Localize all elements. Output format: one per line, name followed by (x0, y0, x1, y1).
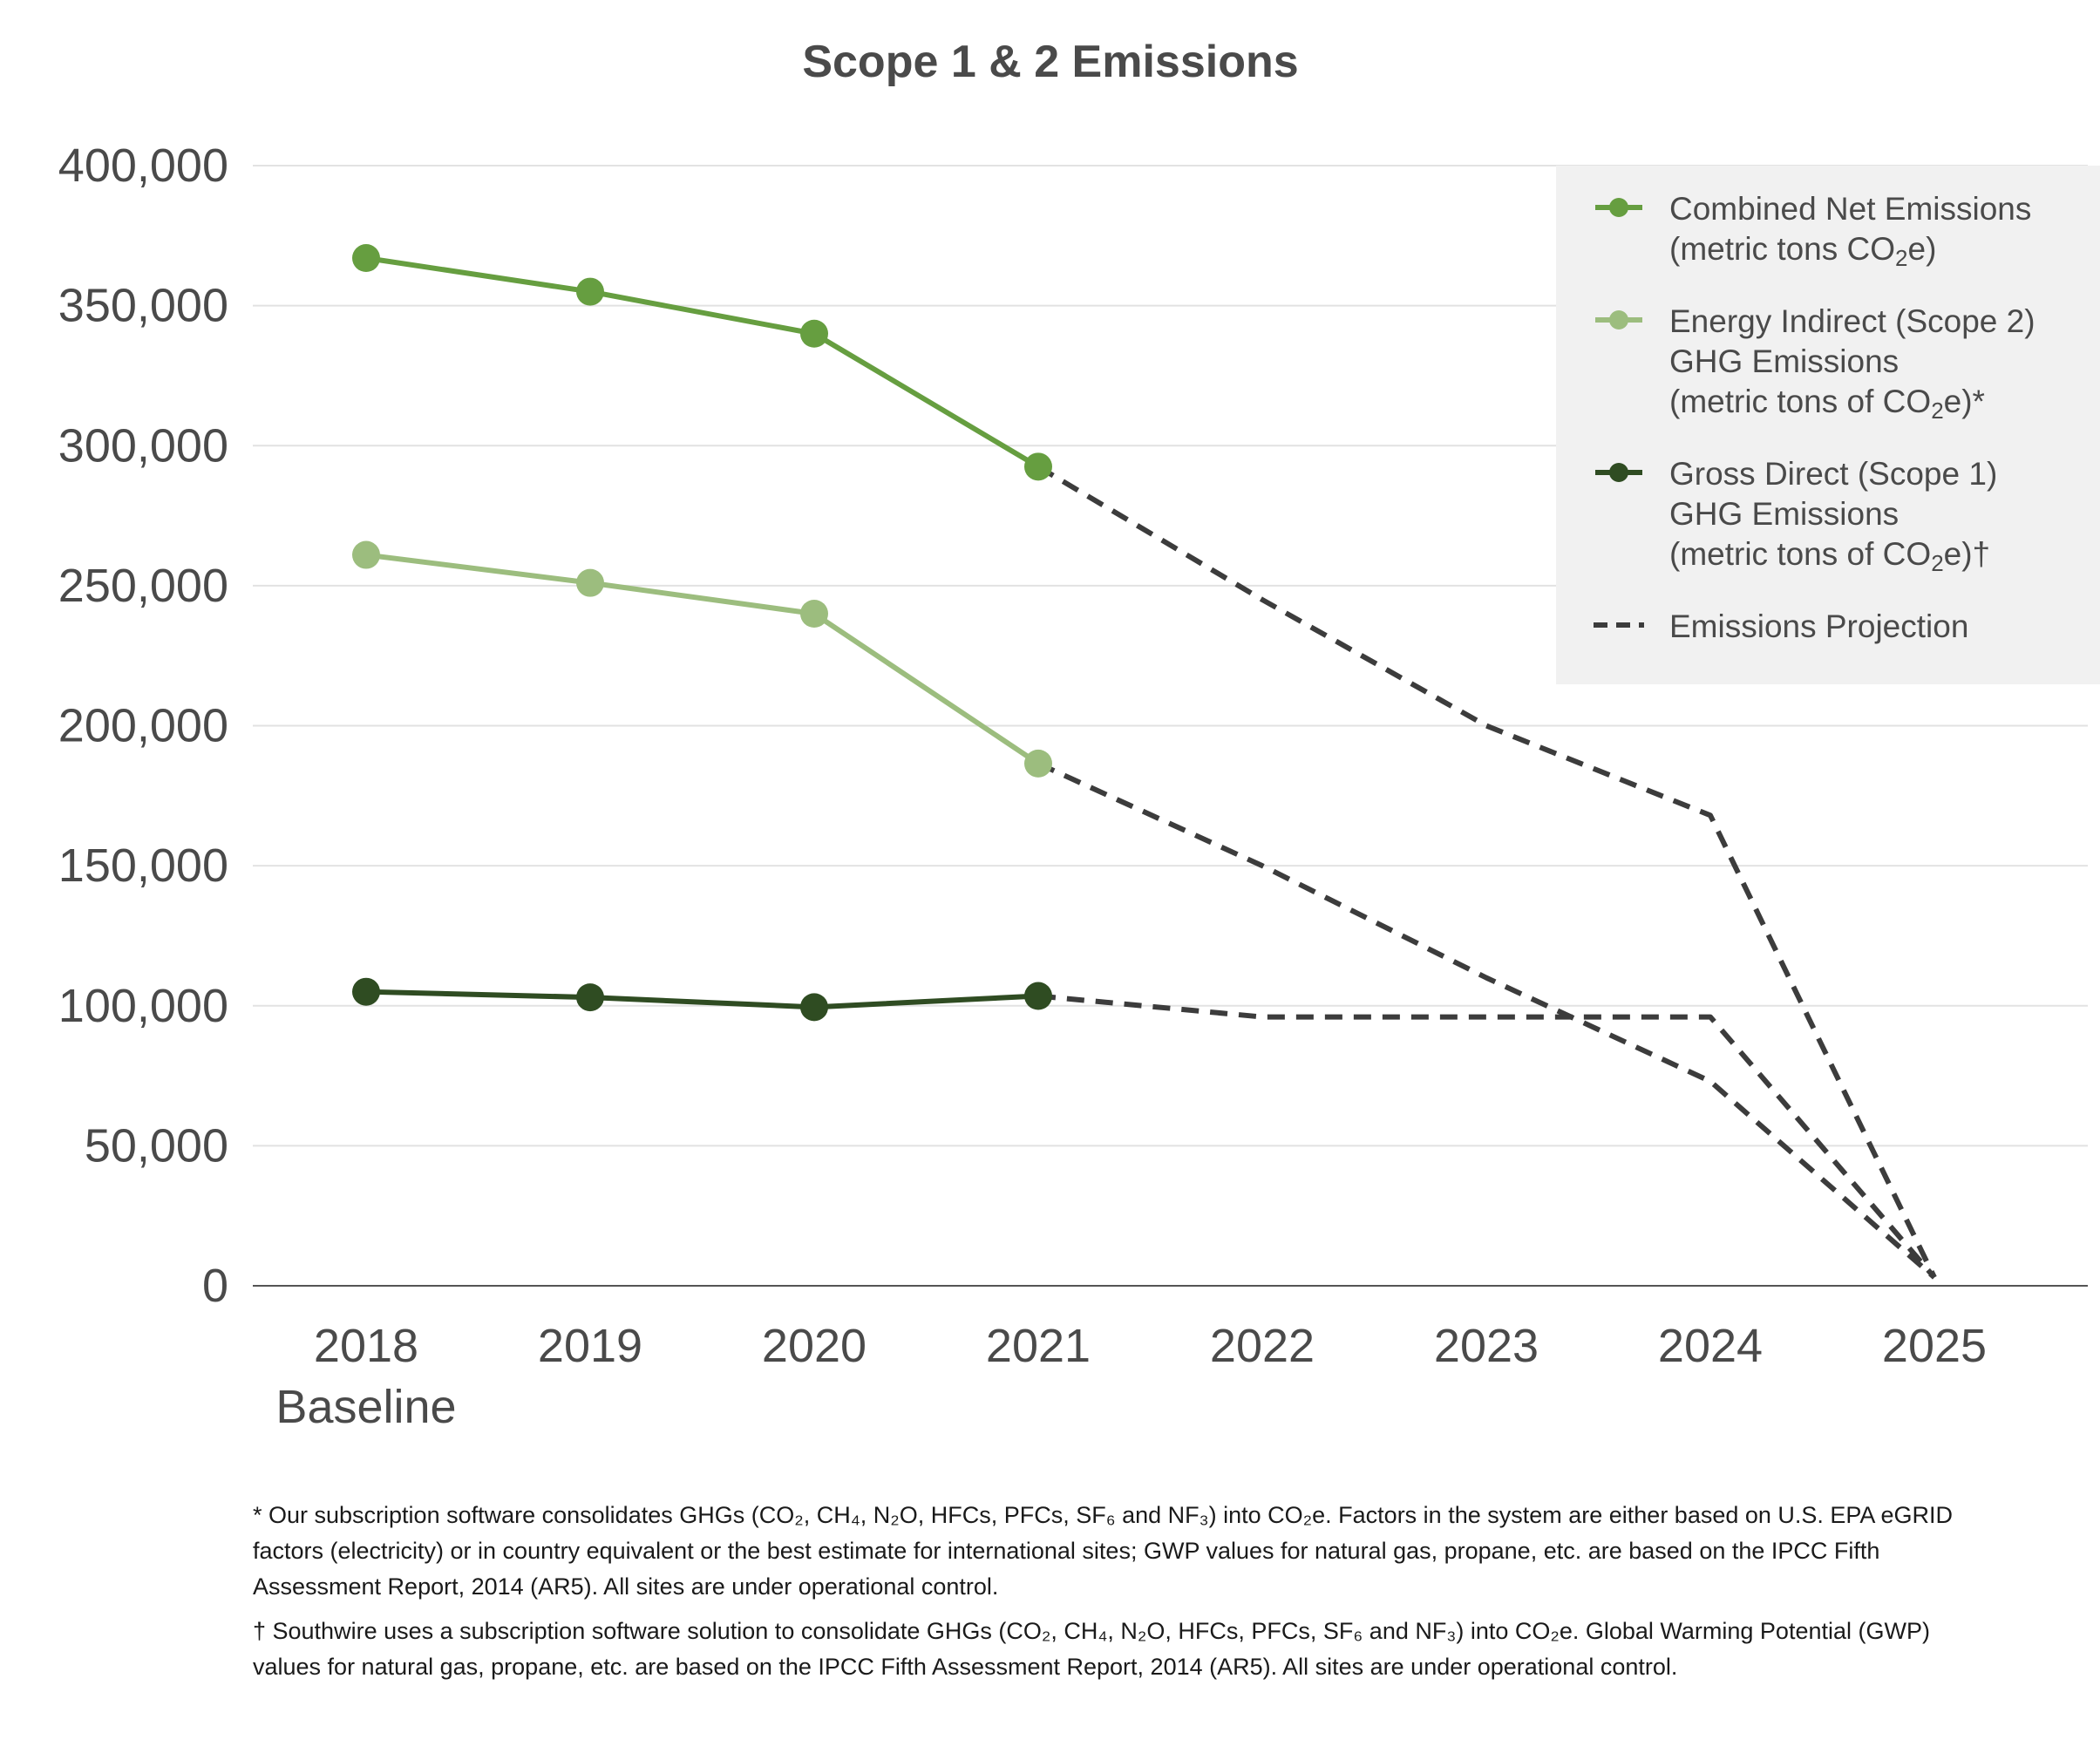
legend-label: Energy Indirect (Scope 2) (1669, 303, 2035, 339)
legend-text-part: Energy Indirect (Scope 2) (1669, 303, 2035, 339)
data-point (1024, 452, 1052, 481)
projection-line (1036, 464, 1937, 1279)
data-point (800, 319, 828, 348)
legend-swatch-marker (1609, 198, 1628, 217)
legend-swatch-marker (1609, 310, 1628, 330)
data-point (1024, 749, 1052, 778)
data-point (352, 540, 380, 569)
legend-label: (metric tons CO2e) (1669, 231, 1936, 271)
x-tick-label: 2021 (986, 1320, 1091, 1372)
x-tick-label: 2022 (1210, 1320, 1315, 1372)
legend-label: (metric tons of CO2e)† (1669, 536, 1990, 576)
legend-text-part: e)* (1944, 384, 1985, 419)
y-tick-label: 100,000 (58, 980, 228, 1032)
data-point (576, 277, 604, 306)
legend-label: GHG Emissions (1669, 343, 1899, 379)
y-tick-label: 300,000 (58, 419, 228, 472)
chart-title: Scope 1 & 2 Emissions (802, 37, 1298, 87)
legend-box (1556, 166, 2100, 684)
legend-text-part: (metric tons of CO (1669, 384, 1931, 419)
y-tick-label: 350,000 (58, 280, 228, 332)
data-point (576, 568, 604, 597)
data-point (352, 977, 380, 1006)
legend-text-part: Gross Direct (Scope 1) (1669, 456, 1997, 492)
y-tick-label: 50,000 (85, 1119, 228, 1172)
y-tick-label: 400,000 (58, 139, 228, 192)
legend-text-part: (metric tons of CO (1669, 536, 1931, 572)
footnotes: * Our subscription software consolidates… (253, 1498, 1961, 1694)
legend-text-part: e)† (1944, 536, 1990, 572)
footnote-asterisk: * Our subscription software consolidates… (253, 1502, 1953, 1600)
data-point (800, 600, 828, 628)
legend-text-part: GHG Emissions (1669, 343, 1899, 379)
subscript: 2 (1895, 245, 1907, 271)
series-lines (352, 244, 1052, 1022)
x-tick-label: 2024 (1658, 1320, 1763, 1372)
x-tick-sublabel: Baseline (275, 1381, 456, 1433)
legend-text-part: e) (1908, 231, 1937, 267)
series-line (365, 255, 1040, 469)
legend: Combined Net Emissions(metric tons CO2e)… (1556, 166, 2100, 684)
y-tick-label: 200,000 (58, 700, 228, 752)
footnote-dagger: † Southwire uses a subscription software… (253, 1618, 1930, 1680)
projection-line (1037, 993, 1937, 1280)
legend-text-part: GHG Emissions (1669, 496, 1899, 532)
x-tick-label: 2025 (1882, 1320, 1987, 1372)
legend-label: (metric tons of CO2e)* (1669, 384, 1985, 424)
x-tick-label: 2023 (1434, 1320, 1539, 1372)
legend-text-part: (metric tons CO (1669, 231, 1895, 267)
legend-label: Emissions Projection (1669, 608, 1968, 644)
y-tick-label: 150,000 (58, 839, 228, 892)
series-line (365, 989, 1039, 1010)
x-tick-label: 2018 (314, 1320, 418, 1372)
legend-label: Combined Net Emissions (1669, 191, 2031, 227)
subscript: 2 (1931, 398, 1943, 424)
gridlines (253, 165, 2088, 1287)
legend-swatch-marker (1609, 463, 1628, 482)
y-axis-ticks: 0 50,000 100,000 150,000 200,000 250,000 300,0… (58, 139, 228, 1312)
data-point (1024, 982, 1052, 1010)
legend-label: GHG Emissions (1669, 496, 1899, 532)
y-tick-label: 0 (202, 1260, 228, 1312)
x-tick-label: 2019 (538, 1320, 642, 1372)
data-point (800, 993, 828, 1022)
y-tick-label: 250,000 (58, 560, 228, 612)
legend-text-part: Combined Net Emissions (1669, 191, 2031, 227)
projection-line (1036, 761, 1936, 1280)
projection-lines (1036, 464, 1937, 1280)
data-point (352, 244, 380, 273)
data-point (576, 983, 604, 1012)
legend-text-part: Emissions Projection (1669, 608, 1968, 644)
x-axis-ticks: 2018 Baseline 2019 2020 2021 2022 2023 2024 2025 (275, 1320, 1987, 1433)
subscript: 2 (1931, 550, 1943, 576)
series-line (365, 552, 1040, 766)
x-tick-label: 2020 (762, 1320, 867, 1372)
legend-label: Gross Direct (Scope 1) (1669, 456, 1997, 492)
